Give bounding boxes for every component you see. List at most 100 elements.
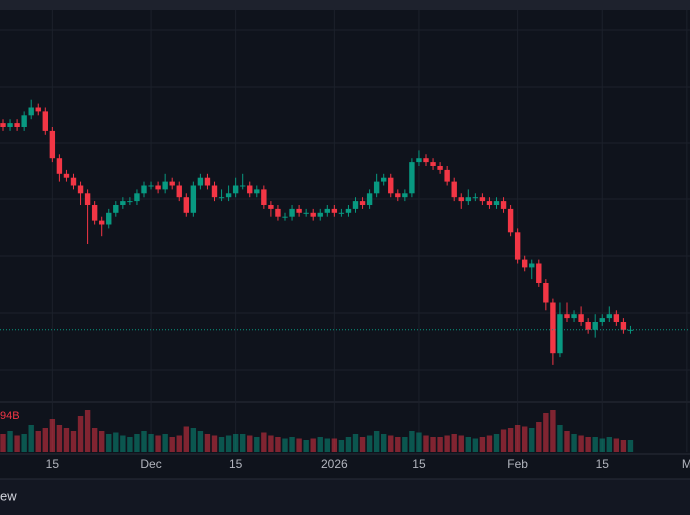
candle-body [91, 205, 98, 221]
volume-bar [310, 438, 316, 452]
volume-bar [14, 435, 20, 452]
volume-bar [402, 437, 408, 452]
footer-text: ew [0, 488, 17, 503]
volume-bar [585, 437, 591, 452]
candle-body [42, 111, 48, 131]
candle-body [479, 197, 486, 202]
candle-body [183, 197, 189, 213]
x-tick-label: Dec [140, 457, 161, 471]
volume-bar [627, 440, 634, 452]
volume-bar [458, 435, 464, 452]
volume-bar [486, 435, 493, 452]
candle-body [564, 314, 570, 319]
volume-bar [557, 425, 563, 452]
candle-body [232, 185, 239, 194]
candle-body [282, 216, 288, 218]
candle-body [21, 115, 27, 127]
volume-bar [423, 435, 429, 452]
volume-bar [359, 437, 366, 452]
volume-bar [345, 437, 352, 452]
volume-bar [550, 410, 556, 452]
candle-body [606, 314, 612, 319]
volume-bar [106, 434, 112, 452]
volume-bar [169, 437, 175, 452]
volume-bar [127, 437, 133, 452]
volume-bar [331, 438, 338, 452]
candle-body [522, 259, 528, 268]
candle-body [254, 189, 260, 194]
candle-body [500, 201, 507, 209]
bottom-bar [0, 479, 690, 515]
volume-bar [42, 428, 48, 452]
x-tick-label: Feb [507, 457, 528, 471]
candle-body [113, 205, 119, 213]
volume-bar [21, 434, 27, 452]
x-tick-label: M [682, 457, 690, 471]
candle-body [529, 263, 535, 268]
volume-bar [176, 435, 182, 452]
volume-bar [522, 426, 528, 452]
volume-bar [514, 425, 521, 452]
candle-body [148, 185, 154, 187]
candle-body [373, 181, 380, 194]
candle-body [56, 158, 63, 174]
candle-body [395, 193, 401, 198]
volume-bar [56, 425, 63, 452]
x-tick-label: 15 [596, 457, 610, 471]
volume-bar [232, 434, 239, 452]
volume-bar [388, 435, 394, 452]
volume-bar [218, 437, 225, 452]
volume-bar [77, 416, 84, 452]
volume-bar [409, 431, 415, 452]
volume-bar [430, 437, 436, 452]
candle-body [472, 197, 479, 199]
candle-body [303, 212, 309, 214]
volume-bar [507, 428, 514, 452]
candle-body [613, 314, 620, 322]
volume-bar [247, 435, 253, 452]
volume-bar [606, 437, 612, 452]
candle-body [127, 201, 133, 203]
volume-bar [352, 434, 359, 452]
candle-body [169, 181, 175, 186]
volume-label: 94B [0, 410, 20, 422]
candle-body [585, 322, 591, 330]
volume-bar [70, 431, 77, 452]
candle-body [599, 318, 605, 322]
volume-bar [578, 435, 584, 452]
candle-body [120, 201, 126, 205]
candle-body [416, 158, 422, 163]
volume-bar [613, 438, 620, 452]
volume-bar [211, 435, 218, 452]
candle-body [536, 263, 542, 283]
volume-bar [84, 410, 91, 452]
candle-body [275, 208, 281, 217]
x-tick-label: 15 [229, 457, 243, 471]
grid [0, 29, 690, 371]
candle-body [310, 212, 316, 217]
volume-bar [35, 431, 41, 452]
candle-body [557, 314, 563, 354]
volume-bar [536, 422, 542, 452]
volume-bar [28, 425, 34, 452]
volume-bar [381, 434, 387, 452]
candle-body [197, 177, 204, 186]
candle-body [49, 130, 56, 159]
volume-bar [240, 434, 246, 452]
candle-body [486, 201, 493, 205]
candle-body [211, 185, 218, 198]
candle-body [190, 185, 197, 213]
volume-bar [91, 428, 98, 452]
volume-bar [592, 437, 598, 452]
volume-bar [289, 437, 295, 452]
volume-bar [254, 437, 260, 452]
candle-body [70, 177, 77, 186]
candle-body [550, 302, 556, 354]
candle-body [218, 197, 225, 199]
volume-bar [373, 431, 380, 452]
volume-bar [99, 431, 105, 452]
candle-body [458, 197, 464, 202]
candle-body [106, 212, 112, 225]
candle-body [352, 201, 359, 209]
